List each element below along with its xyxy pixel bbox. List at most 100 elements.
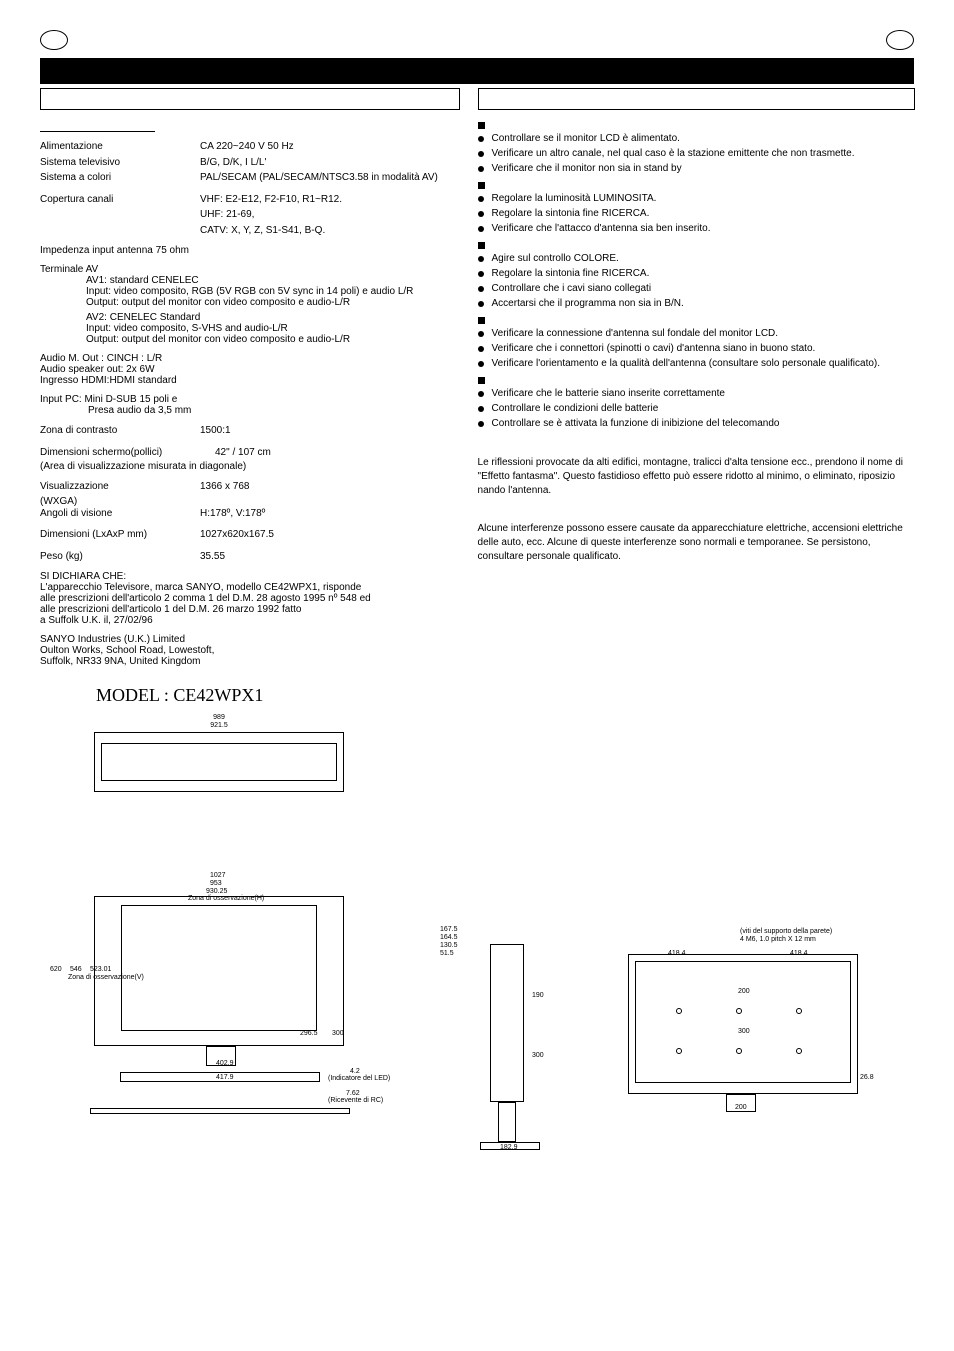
trouble-heading-5	[478, 377, 915, 384]
label-alimentazione: Alimentazione	[40, 140, 200, 154]
dim-label: 51.5	[440, 950, 454, 957]
registration-marks-row	[40, 30, 914, 50]
av1-block: AV1: standard CENELEC Input: video compo…	[40, 275, 460, 308]
list-item: Agire sul controllo COLORE.	[478, 252, 915, 266]
spec-dimensioni: Dimensioni (LxAxP mm) 1027x620x167.5	[40, 528, 460, 542]
decl-line1: L'apparecchio Televisore, marca SANYO, m…	[40, 582, 460, 593]
dim-label: 953	[210, 880, 222, 887]
trouble-heading-3	[478, 242, 915, 249]
dim-label: 4.2	[350, 1068, 360, 1075]
dim-label: 921.5	[210, 722, 228, 729]
list-item: Controllare se è attivata la funzione di…	[478, 417, 915, 431]
mount-hole	[736, 1008, 742, 1014]
left-column: Alimentazione CA 220~240 V 50 Hz Sistema…	[40, 88, 460, 722]
spec-terminale-av: Terminale AV AV1: standard CENELEC Input…	[40, 264, 460, 345]
trouble-heading-2	[478, 182, 915, 189]
value-angoli: H:178º, V:178º	[200, 507, 460, 521]
diagram-front-view: 1027 953 930.25 Zona di osservazione(H) …	[40, 872, 400, 1132]
dim-label: 190	[532, 992, 544, 999]
input-pc-line2: Presa audio da 3,5 mm	[40, 405, 460, 416]
dim-label: 620	[50, 966, 62, 973]
mount-hole	[796, 1048, 802, 1054]
spec-audio: Audio M. Out : CINCH : L/R Audio speaker…	[40, 353, 460, 386]
mount-hole	[796, 1008, 802, 1014]
trouble-list-1: Controllare se il monitor LCD è alimenta…	[478, 132, 915, 176]
dim-label: Zona di osservazione(V)	[68, 974, 144, 981]
sanyo-line1: SANYO Industries (U.K.) Limited	[40, 634, 460, 645]
dim-label: 200	[738, 988, 750, 995]
rear-inner-rect	[635, 961, 851, 1083]
dim-label: 300	[532, 1052, 544, 1059]
front-screen-rect	[121, 905, 317, 1031]
spec-alimentazione: Alimentazione CA 220~240 V 50 Hz Sistema…	[40, 140, 460, 185]
registration-mark-right	[886, 30, 914, 50]
right-section-title-box	[478, 88, 915, 110]
left-section-title-box	[40, 88, 460, 110]
hdmi: Ingresso HDMI:HDMI standard	[40, 375, 460, 386]
label-sistema-colori: Sistema a colori	[40, 171, 200, 185]
si-dichiara: SI DICHIARA CHE:	[40, 571, 460, 582]
square-icon	[478, 377, 485, 384]
front-outer-rect	[94, 896, 344, 1046]
dim-label: 182.9	[500, 1144, 518, 1151]
top-view-outer	[94, 732, 344, 792]
front-stand-base	[90, 1108, 350, 1114]
header-black-bar	[40, 58, 914, 84]
top-view-inner	[101, 743, 337, 781]
side-outer-rect	[490, 944, 524, 1102]
sanyo-address: SANYO Industries (U.K.) Limited Oulton W…	[40, 634, 460, 667]
input-pc-line1: Input PC: Mini D-SUB 15 poli e	[40, 394, 460, 405]
dim-schermo-note: (Area di visualizzazione misurata in dia…	[40, 461, 460, 472]
vis-sub: (WXGA)	[40, 496, 460, 507]
list-item: Regolare la luminosità LUMINOSITA.	[478, 192, 915, 206]
square-icon	[478, 242, 485, 249]
list-item: Verificare che l'attacco d'antenna sia b…	[478, 222, 915, 236]
list-item: Controllare che i cavi siano collegati	[478, 282, 915, 296]
square-icon	[478, 182, 485, 189]
audio-m-out: Audio M. Out : CINCH : L/R	[40, 353, 460, 364]
spec-visualizzazione: Visualizzazione 1366 x 768 (WXGA) Angoli…	[40, 480, 460, 520]
trouble-heading-1	[478, 122, 915, 129]
value-alimentazione: CA 220~240 V 50 Hz	[200, 140, 460, 154]
spec-copertura: Copertura canali VHF: E2-E12, F2-F10, R1…	[40, 193, 460, 238]
label-dim-schermo: Dimensioni schermo(pollici)	[40, 446, 215, 460]
list-item: Verificare la connessione d'antenna sul …	[478, 327, 915, 341]
mount-hole	[676, 1048, 682, 1054]
list-item: Accertarsi che il programma non sia in B…	[478, 297, 915, 311]
dim-label: 167.5	[440, 926, 458, 933]
av1-title: AV1: standard CENELEC	[86, 275, 460, 286]
label-peso: Peso (kg)	[40, 550, 200, 564]
dim-label: 7.62	[346, 1090, 360, 1097]
list-item: Controllare se il monitor LCD è alimenta…	[478, 132, 915, 146]
value-sistema-tv: B/G, D/K, I L/L'	[200, 156, 460, 170]
trouble-list-5: Verificare che le batterie siano inserit…	[478, 387, 915, 431]
trouble-list-2: Regolare la luminosità LUMINOSITA. Regol…	[478, 192, 915, 236]
av2-output: Output: output del monitor con video com…	[86, 334, 460, 345]
value-lxaxp: 1027x620x167.5	[200, 528, 460, 542]
diagram-side-view: 167.5 164.5 130.5 51.5 190 300 182.9	[440, 934, 580, 1194]
spec-peso: Peso (kg) 35.55	[40, 550, 460, 564]
list-item: Regolare la sintonia fine RICERCA.	[478, 267, 915, 281]
terminale-av-label: Terminale AV	[40, 264, 460, 275]
registration-mark-left	[40, 30, 68, 50]
value-copertura1: VHF: E2-E12, F2-F10, R1~R12.	[200, 193, 460, 207]
dim-label: 130.5	[440, 942, 458, 949]
content-columns: Alimentazione CA 220~240 V 50 Hz Sistema…	[40, 88, 914, 722]
decl-line2: alle prescrizioni dell'articolo 2 comma …	[40, 593, 460, 604]
ghost-paragraph: Le riflessioni provocate da alti edifici…	[478, 456, 915, 498]
value-vis: 1366 x 768	[200, 480, 460, 494]
dim-label: 296.5	[300, 1030, 318, 1037]
value-contrasto: 1500:1	[200, 424, 460, 438]
av1-output: Output: output del monitor con video com…	[86, 297, 460, 308]
spec-contrasto: Zona di contrasto 1500:1	[40, 424, 460, 438]
label-vis: Visualizzazione	[40, 480, 200, 494]
mount-hole	[676, 1008, 682, 1014]
declaration: SI DICHIARA CHE: L'apparecchio Televisor…	[40, 571, 460, 626]
list-item: Verificare che il monitor non sia in sta…	[478, 162, 915, 176]
label-contrasto: Zona di contrasto	[40, 424, 200, 438]
value-dim-schermo: 42" / 107 cm	[215, 446, 271, 460]
dim-label: 1027	[210, 872, 226, 879]
dim-label: 546	[70, 966, 82, 973]
av1-input: Input: video composito, RGB (5V RGB con …	[86, 286, 460, 297]
label-lxaxp: Dimensioni (LxAxP mm)	[40, 528, 200, 542]
